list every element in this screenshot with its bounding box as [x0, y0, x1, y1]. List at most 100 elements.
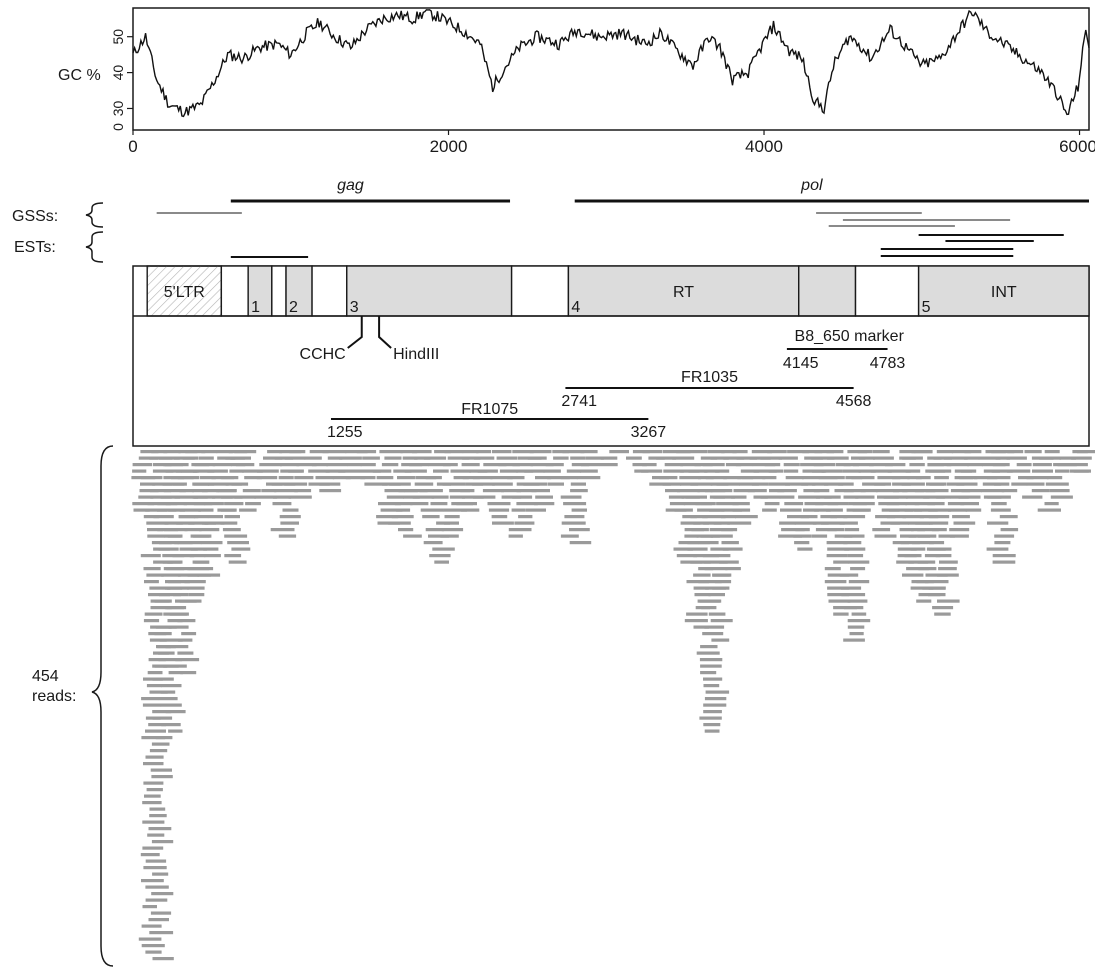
- read-segment: [949, 534, 969, 538]
- read-segment: [912, 541, 934, 545]
- read-segment: [151, 742, 170, 746]
- read-segment: [735, 515, 758, 519]
- read-segment: [710, 534, 733, 538]
- reads-label-line2: reads:: [32, 688, 76, 705]
- read-segment: [142, 801, 162, 805]
- read-segment: [986, 547, 1009, 551]
- read-segment: [687, 547, 708, 551]
- read-segment: [668, 495, 685, 499]
- read-segment: [857, 450, 873, 454]
- read-segment: [973, 476, 998, 480]
- read-segment: [432, 547, 455, 551]
- read-segment: [207, 482, 229, 486]
- read-segment: [585, 456, 604, 460]
- read-segment: [874, 534, 897, 538]
- read-segment: [356, 450, 377, 454]
- read-segment: [701, 606, 717, 610]
- read-segment: [872, 450, 890, 454]
- read-segment: [991, 502, 1007, 506]
- read-segment: [951, 450, 972, 454]
- read-segment: [677, 489, 700, 493]
- read-segment: [959, 476, 978, 480]
- read-segment: [193, 495, 216, 499]
- read-segment: [545, 463, 564, 467]
- read-segment: [851, 476, 875, 480]
- read-segment: [414, 482, 434, 486]
- read-segment: [649, 482, 671, 486]
- read-segment: [925, 580, 949, 584]
- read-segment: [431, 495, 449, 499]
- domain-label: 3: [350, 299, 359, 316]
- read-segment: [158, 658, 183, 662]
- read-segment: [404, 469, 427, 473]
- domain-label: RT: [673, 284, 694, 301]
- read-segment: [256, 476, 278, 480]
- read-segment: [450, 469, 471, 473]
- read-segment: [859, 456, 875, 460]
- read-segment: [892, 482, 911, 486]
- read-segment: [204, 502, 224, 506]
- read-segment: [204, 521, 225, 525]
- read-segment: [873, 456, 894, 460]
- read-segment: [393, 469, 412, 473]
- read-segment: [339, 456, 362, 460]
- read-segment: [827, 573, 850, 577]
- read-segment: [936, 495, 951, 499]
- read-segment: [826, 508, 843, 512]
- read-segment: [274, 456, 294, 460]
- gss-brace: [85, 202, 104, 228]
- read-segment: [816, 495, 832, 499]
- read-segment: [560, 495, 582, 499]
- read-segment: [564, 515, 585, 519]
- read-segment: [943, 456, 968, 460]
- read-segment: [201, 450, 218, 454]
- read-segment: [181, 469, 198, 473]
- read-segment: [703, 677, 723, 681]
- gc-xtick-label: 6000: [1059, 137, 1095, 156]
- read-segment: [166, 567, 190, 571]
- read-segment: [843, 515, 866, 519]
- read-segment: [992, 463, 1010, 467]
- gc-plot-frame: [132, 7, 1090, 131]
- read-segment: [147, 671, 163, 675]
- read-segment: [704, 469, 720, 473]
- read-segment: [254, 495, 278, 499]
- read-segment: [188, 593, 205, 597]
- read-segment: [273, 495, 292, 499]
- read-segment: [141, 736, 166, 740]
- read-segment: [814, 450, 834, 454]
- read-segment: [768, 469, 784, 473]
- read-segment: [702, 554, 720, 558]
- read-segment: [132, 463, 153, 467]
- read-segment: [579, 469, 598, 473]
- read-segment: [386, 495, 404, 499]
- read-segment: [699, 716, 722, 720]
- read-segment: [848, 580, 870, 584]
- read-segment: [851, 612, 867, 616]
- read-segment: [165, 469, 182, 473]
- read-segment: [674, 508, 693, 512]
- read-segment: [189, 567, 214, 571]
- read-segment: [609, 450, 629, 454]
- read-segment: [1076, 450, 1095, 454]
- read-segment: [242, 469, 263, 473]
- read-segment: [978, 456, 1001, 460]
- read-segment: [839, 521, 858, 525]
- read-segment: [686, 450, 708, 454]
- read-segment: [152, 677, 174, 681]
- read-segment: [326, 463, 348, 467]
- read-segment: [814, 508, 831, 512]
- read-segment: [1057, 463, 1077, 467]
- read-segment: [731, 495, 747, 499]
- domain-label: 5: [922, 299, 931, 316]
- read-segment: [858, 469, 876, 473]
- read-segment: [145, 898, 168, 902]
- reads-panel: 454 reads:: [32, 445, 1095, 967]
- read-segment: [992, 560, 1016, 564]
- read-segment: [739, 482, 759, 486]
- read-segment: [147, 833, 165, 837]
- read-segment: [231, 482, 249, 486]
- read-segment: [168, 671, 183, 675]
- read-segment: [830, 515, 848, 519]
- read-segment: [953, 521, 976, 525]
